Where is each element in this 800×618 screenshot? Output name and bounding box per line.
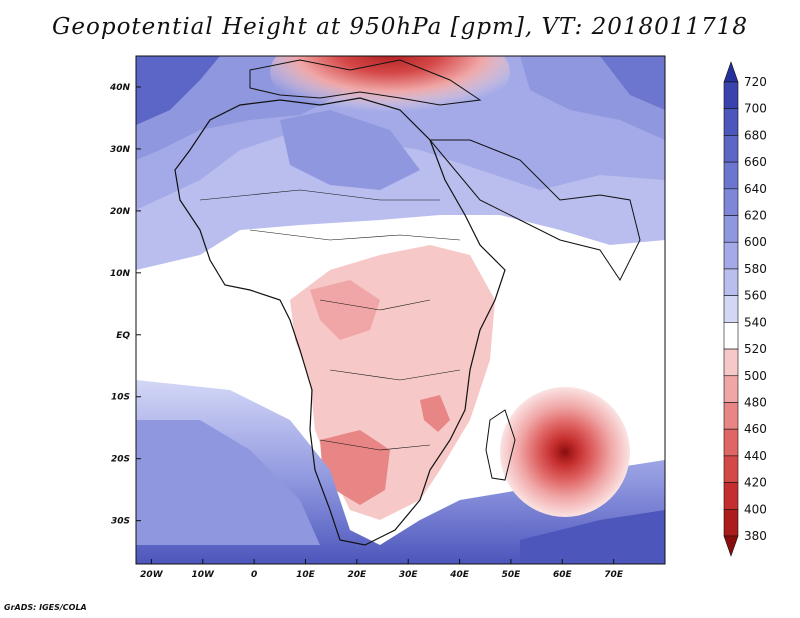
colorbar-swatch xyxy=(723,135,739,163)
colorbar-swatch xyxy=(723,268,739,296)
colorbar-level-label: 400 xyxy=(744,502,767,516)
lon-tick-label: 60E xyxy=(553,570,573,580)
field-congo-480 xyxy=(310,280,380,340)
footer-credit: GrADS: IGES/COLA xyxy=(4,603,87,612)
field-med-low xyxy=(270,56,510,122)
colorbar-swatch xyxy=(723,161,739,190)
colorbar-level-label: 540 xyxy=(744,315,767,329)
field-madagascar-low xyxy=(500,387,630,517)
colorbar-level-label: 560 xyxy=(744,289,767,303)
lat-tick-label: 40N xyxy=(109,83,131,93)
colorbar-level-label: 660 xyxy=(744,155,767,169)
field-malawi-460 xyxy=(420,395,450,432)
coastline-africa xyxy=(174,97,506,546)
lon-tick-label: 50E xyxy=(502,570,522,580)
colorbar-bottom-arrow xyxy=(723,535,739,557)
field-north-660 xyxy=(136,56,220,125)
country-borders xyxy=(199,189,461,451)
lon-tick-label: 40E xyxy=(449,570,470,580)
colorbar-level-label: 440 xyxy=(744,449,767,463)
colorbar-level-label: 460 xyxy=(744,422,767,436)
colorbar-swatch xyxy=(723,188,739,216)
field-sw-620 xyxy=(136,420,320,545)
colorbar-level-label: 620 xyxy=(744,209,767,223)
lat-tick-label: 20S xyxy=(111,455,130,465)
plot-frame xyxy=(135,55,666,565)
field-ne-640 xyxy=(600,56,665,110)
colorbar-level-label: 680 xyxy=(744,128,767,142)
colorbar-level-label: 520 xyxy=(744,342,767,356)
colorbar-level-label: 640 xyxy=(744,182,767,196)
map-title: Geopotential Height at 950hPa [gpm], VT:… xyxy=(52,14,748,40)
lon-tick-label: 30E xyxy=(399,570,419,580)
colorbar-swatch xyxy=(723,428,739,457)
lon-axis: 20W 10W 0 10E 20E 30E 40E 50E 60E 70E xyxy=(140,559,624,580)
field-sahara-620 xyxy=(280,110,420,190)
coastline-madagascar xyxy=(485,409,516,481)
colorbar-level-label: 420 xyxy=(744,476,767,490)
lat-tick-label: 10S xyxy=(111,393,130,403)
lat-tick-label: 20N xyxy=(110,207,131,217)
colorbar-level-label: 720 xyxy=(744,75,767,89)
lon-tick-label: 10E xyxy=(296,570,316,580)
colorbar-swatch xyxy=(723,215,739,243)
colorbar-swatch xyxy=(723,482,739,510)
colorbar-level-label: 600 xyxy=(744,235,767,249)
height-field xyxy=(136,56,665,564)
colorbar-swatch xyxy=(723,455,739,483)
colorbar-swatch xyxy=(723,402,739,430)
lat-tick-label: 10N xyxy=(110,269,131,279)
colorbar-swatch xyxy=(723,241,739,270)
colorbar-swatch xyxy=(723,348,739,377)
coastline-europe xyxy=(249,59,482,106)
coastline-arabia-india xyxy=(428,139,641,281)
colorbar-swatch xyxy=(723,108,739,136)
lon-tick-label: 20E xyxy=(348,570,368,580)
colorbar-level-label: 500 xyxy=(744,369,767,383)
lat-tick-label: EQ xyxy=(116,331,130,341)
lon-tick-label: 20W xyxy=(140,570,164,580)
colorbar-swatch xyxy=(723,508,739,537)
colorbar: 720 700 680 660 640 620 600 580 560 540 520 500 480 4… xyxy=(723,61,767,557)
lon-tick-label: 0 xyxy=(251,570,257,580)
lon-tick-label: 10W xyxy=(192,570,216,580)
field-se-680 xyxy=(520,510,665,564)
colorbar-swatch xyxy=(723,81,739,110)
colorbar-swatch xyxy=(723,375,739,403)
colorbar-top-arrow xyxy=(723,61,739,83)
lon-tick-label: 70E xyxy=(604,570,624,580)
colorbar-swatch xyxy=(723,322,739,350)
colorbar-level-label: 580 xyxy=(744,262,767,276)
lat-axis: 40N 30N 20N 10N EQ 10S 20S 30S xyxy=(109,83,141,527)
colorbar-swatch xyxy=(723,295,739,323)
colorbar-level-label: 700 xyxy=(744,102,767,116)
lat-tick-label: 30S xyxy=(111,517,130,527)
colorbar-level-label: 380 xyxy=(744,529,767,543)
lat-tick-label: 30N xyxy=(110,145,131,155)
colorbar-level-label: 480 xyxy=(744,395,767,409)
